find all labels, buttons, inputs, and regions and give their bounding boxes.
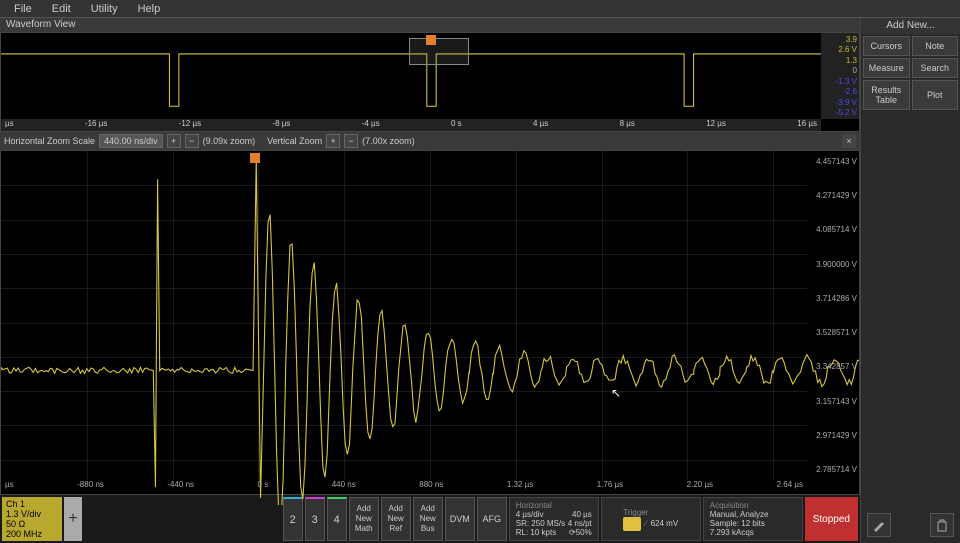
vzoom-minus-button[interactable]: − <box>344 134 358 148</box>
search-button[interactable]: Search <box>912 58 959 78</box>
zoomed-x-tick: -440 ns <box>167 480 194 494</box>
overview-y-tick: -2.6 <box>823 87 857 96</box>
results-table-button[interactable]: Results Table <box>863 80 910 110</box>
zoom-region-box[interactable] <box>409 38 469 65</box>
zoomed-y-tick: 2.785714 V <box>809 465 857 474</box>
zoomed-x-tick: µs <box>5 480 14 494</box>
hzoom-plus-button[interactable]: + <box>167 134 181 148</box>
hzoom-value[interactable]: 440.00 ns/div <box>99 134 163 148</box>
overview-x-tick: -4 µs <box>362 119 380 131</box>
overview-y-tick: 3.9 <box>823 35 857 44</box>
zoomed-x-tick: 1.32 µs <box>507 480 533 494</box>
overview-x-tick: -12 µs <box>179 119 201 131</box>
overview-x-tick: -8 µs <box>272 119 290 131</box>
overview-y-tick: -3.9 V <box>823 98 857 107</box>
slope-icon: ∕ <box>645 519 646 528</box>
overview-x-tick: 4 µs <box>533 119 548 131</box>
zoomed-y-tick: 3.528571 V <box>809 328 857 337</box>
overview-x-tick: µs <box>5 119 14 131</box>
zoomed-x-tick: 1.76 µs <box>597 480 623 494</box>
overview-waveform[interactable]: 3.92.6 V 1.30 -1.3 V-2.6 -3.9 V-5.2 V µs -16… <box>0 32 860 132</box>
overview-x-tick: 16 µs <box>797 119 817 131</box>
zoom-close-button[interactable]: × <box>842 134 856 148</box>
overview-x-axis: µs -16 µs -12 µs -8 µs -4 µs 0 s 4 µs 8 µs 12 µs… <box>1 119 821 131</box>
zoomed-y-tick: 3.900000 V <box>809 260 857 269</box>
overview-x-tick: -16 µs <box>85 119 107 131</box>
zoomed-y-tick: 4.457143 V <box>809 157 857 166</box>
zoomed-y-tick: 3.714286 V <box>809 294 857 303</box>
hzoom-minus-button[interactable]: − <box>185 134 199 148</box>
trigger-level: 624 mV <box>651 519 679 528</box>
delete-button[interactable] <box>930 513 954 537</box>
zoomed-y-axis: 4.457143 V 4.271429 V 4.085714 V 3.900000 V… <box>807 151 859 480</box>
vzoom-factor: (7.00x zoom) <box>362 136 415 146</box>
add-new-header: Add New... <box>861 18 960 34</box>
zoomed-y-tick: 3.342857 V <box>809 362 857 371</box>
zoom-control-bar: Horizontal Zoom Scale 440.00 ns/div + − … <box>0 132 860 150</box>
hzoom-label: Horizontal Zoom Scale <box>4 136 95 146</box>
ch1-bandwidth: 200 MHz <box>6 529 58 539</box>
zoomed-x-tick: -880 ns <box>77 480 104 494</box>
trigger-header: Trigger <box>623 508 678 517</box>
overview-y-tick: 0 <box>823 66 857 75</box>
overview-y-tick: -5.2 V <box>823 108 857 117</box>
zoomed-y-tick: 2.971429 V <box>809 431 857 440</box>
waveform-view-title: Waveform View <box>0 18 860 32</box>
menu-edit[interactable]: Edit <box>42 3 81 15</box>
zoomed-x-tick: 2.20 µs <box>687 480 713 494</box>
vzoom-label: Vertical Zoom <box>267 136 322 146</box>
menu-help[interactable]: Help <box>128 3 171 15</box>
overview-x-tick: 12 µs <box>706 119 726 131</box>
overview-x-tick: 8 µs <box>620 119 635 131</box>
menu-file[interactable]: File <box>4 3 42 15</box>
cursors-button[interactable]: Cursors <box>863 36 910 56</box>
zoomed-trace <box>1 151 859 505</box>
menu-bar: File Edit Utility Help <box>0 0 960 18</box>
plot-button[interactable]: Plot <box>912 80 959 110</box>
hzoom-factor: (9.09x zoom) <box>203 136 256 146</box>
overview-y-tick: -1.3 V <box>823 77 857 86</box>
zoomed-y-tick: 3.157143 V <box>809 397 857 406</box>
zoomed-x-tick: 0 s <box>258 480 269 494</box>
edge-trigger-icon <box>623 517 641 531</box>
overview-y-tick: 1.3 <box>823 56 857 65</box>
zoom-trigger-marker-icon <box>250 153 260 163</box>
right-panel: Add New... CursorsNoteMeasureSearchResul… <box>860 18 960 543</box>
menu-utility[interactable]: Utility <box>81 3 128 15</box>
ch1-impedance: 50 Ω <box>6 519 58 529</box>
overview-x-tick: 0 s <box>451 119 462 131</box>
note-button[interactable]: Note <box>912 36 959 56</box>
vzoom-plus-button[interactable]: + <box>326 134 340 148</box>
measure-button[interactable]: Measure <box>863 58 910 78</box>
zoomed-x-tick: 880 ns <box>419 480 443 494</box>
zoomed-waveform[interactable]: 4.457143 V 4.271429 V 4.085714 V 3.900000 V… <box>0 150 860 495</box>
zoomed-y-tick: 4.271429 V <box>809 191 857 200</box>
trigger-marker-icon <box>426 35 436 45</box>
draw-tool-button[interactable] <box>867 513 891 537</box>
ch1-scale: 1.3 V/div <box>6 509 58 519</box>
overview-y-tick: 2.6 V <box>823 45 857 54</box>
zoomed-y-tick: 4.085714 V <box>809 225 857 234</box>
mouse-cursor-icon: ↖ <box>611 386 621 400</box>
zoomed-x-tick: 440 ns <box>332 480 356 494</box>
zoomed-x-axis: µs -880 ns -440 ns 0 s 440 ns 880 ns 1.32 µs 1.… <box>1 480 807 494</box>
zoomed-x-tick: 2.64 µs <box>777 480 803 494</box>
overview-y-axis: 3.92.6 V 1.30 -1.3 V-2.6 -3.9 V-5.2 V <box>821 33 859 119</box>
